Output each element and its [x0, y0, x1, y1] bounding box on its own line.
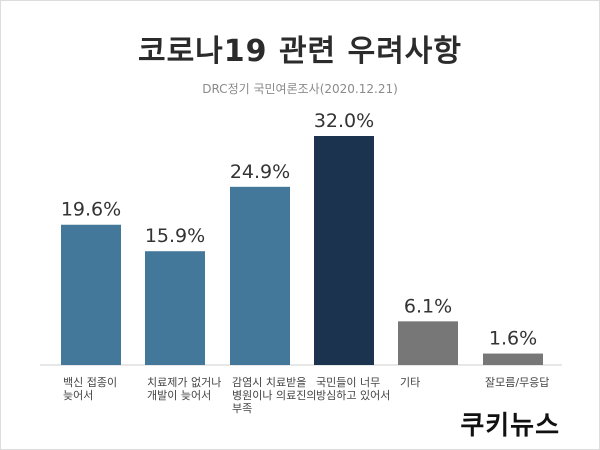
bar-3: [314, 136, 374, 365]
category-label-2-1: 병원이나 의료진의: [232, 389, 316, 402]
value-label-1: 15.9%: [145, 225, 205, 247]
chart-title: 코로나19 관련 우려사항: [137, 34, 463, 69]
value-label-5: 1.6%: [489, 328, 537, 350]
category-label-1-1: 개발이 늦어서: [147, 389, 211, 402]
category-label-1-0: 치료제가 없거나: [147, 376, 221, 389]
value-label-0: 19.6%: [61, 199, 121, 221]
category-label-3-1: 방심하고 있어서: [316, 388, 390, 402]
category-label-0-1: 늦어서: [63, 389, 93, 402]
category-label-0-0: 백신 접종이: [63, 376, 117, 389]
chart-subtitle: DRC정기 국민여론조사(2020.12.21): [202, 82, 398, 96]
category-label-3-0: 국민들이 너무: [316, 376, 380, 389]
category-label-2-2: 부족: [232, 402, 252, 415]
category-label-4-0: 기타: [400, 376, 420, 389]
value-label-4: 6.1%: [404, 295, 452, 317]
value-label-2: 24.9%: [230, 161, 290, 183]
category-label-5-0: 잘모름/무응답: [485, 376, 549, 389]
bar-2: [230, 186, 290, 365]
category-label-2-0: 감염시 치료받을: [232, 376, 306, 389]
bar-4: [398, 321, 458, 365]
bar-1: [145, 251, 205, 365]
value-label-3: 32.0%: [314, 110, 374, 132]
bar-5: [483, 353, 543, 365]
brand-logo: 쿠키뉴스: [460, 411, 560, 441]
bar-0: [61, 224, 121, 365]
